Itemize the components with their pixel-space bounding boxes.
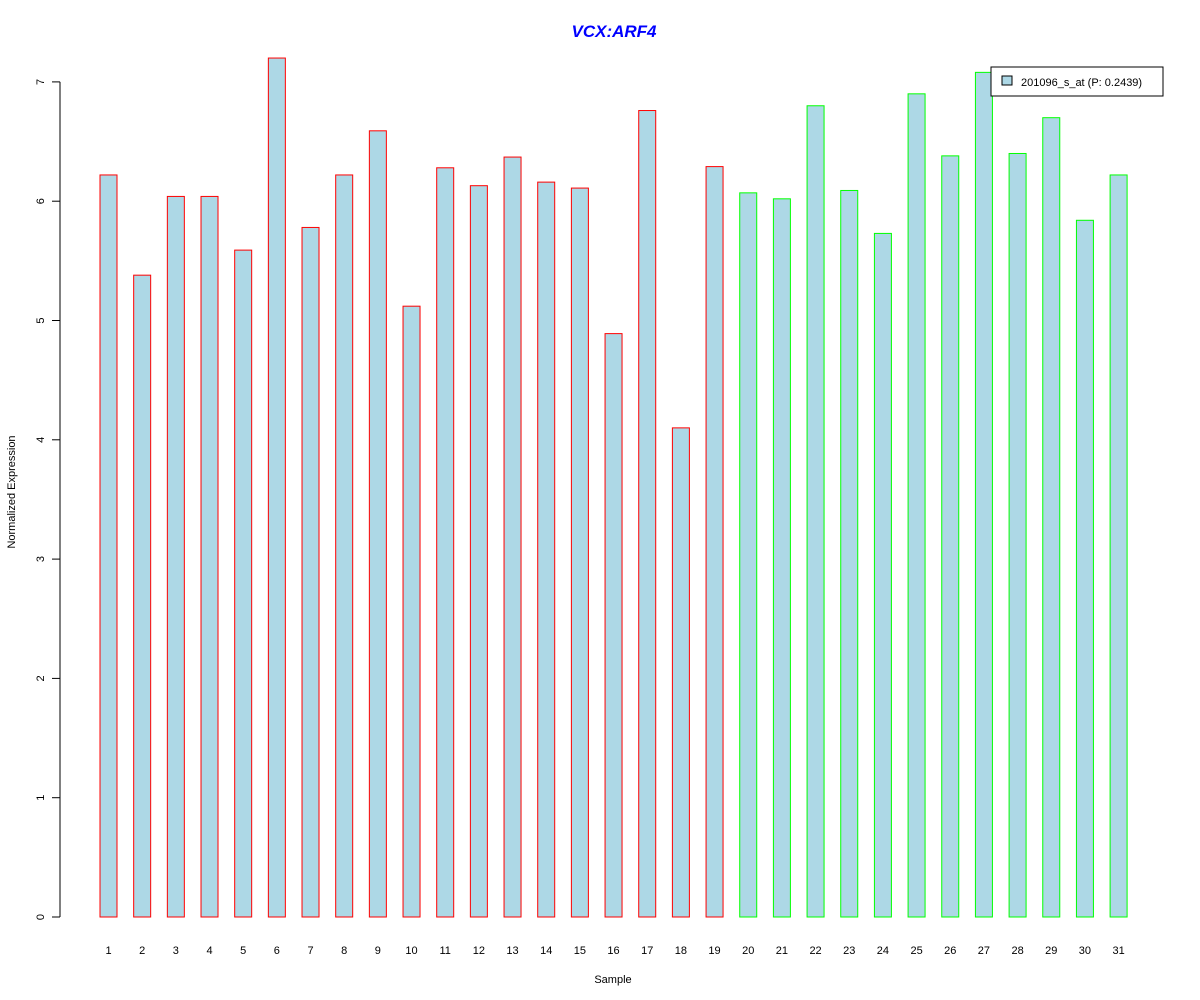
x-tick-label: 8 [341,945,347,957]
bar [267,57,286,918]
bar [234,249,253,918]
x-tick-label: 4 [206,945,212,957]
x-tick-label: 29 [1045,945,1057,957]
bar [739,192,758,918]
x-tick-label: 10 [405,945,417,957]
bar [133,274,152,918]
y-tick-label: 2 [35,675,47,681]
y-tick-label: 7 [35,79,47,85]
bar [469,185,488,918]
x-tick-label: 26 [944,945,956,957]
bar [200,195,219,918]
bar [772,198,791,918]
bar [1008,152,1027,918]
x-tick-label: 22 [809,945,821,957]
bar [368,130,387,918]
bar [873,232,892,918]
x-tick-label: 14 [540,945,552,957]
bar [1042,117,1061,918]
bar [570,187,589,918]
x-tick-label: 27 [978,945,990,957]
x-tick-label: 19 [708,945,720,957]
bar [671,427,690,918]
bar [537,181,556,918]
bar [604,333,623,918]
x-tick-label: 23 [843,945,855,957]
x-tick-label: 5 [240,945,246,957]
y-tick-label: 1 [35,795,47,801]
legend-swatch [1001,75,1013,86]
y-tick-label: 5 [35,317,47,323]
bar [301,226,320,918]
chart-title: VCX:ARF4 [571,22,657,41]
bar [806,105,825,918]
y-tick-label: 0 [35,914,47,920]
x-tick-label: 3 [173,945,179,957]
x-tick-label: 2 [139,945,145,957]
bar [941,155,960,918]
x-tick-label: 31 [1112,945,1124,957]
bar [638,110,657,918]
x-tick-label: 17 [641,945,653,957]
x-tick-label: 20 [742,945,754,957]
x-tick-label: 24 [877,945,889,957]
bar [99,174,118,918]
x-tick-label: 12 [473,945,485,957]
y-tick-label: 3 [35,556,47,562]
bar [335,174,354,918]
bar [166,195,185,918]
x-tick-label: 7 [307,945,313,957]
bar [402,305,421,918]
y-tick-label: 4 [35,437,47,443]
legend-box [990,66,1164,97]
x-tick-label: 25 [910,945,922,957]
bar [974,71,993,918]
bar [436,167,455,918]
x-axis-label: Sample [594,974,631,986]
x-tick-label: 30 [1079,945,1091,957]
x-tick-label: 15 [574,945,586,957]
x-tick-label: 11 [439,945,450,957]
x-tick-label: 18 [675,945,687,957]
y-axis-label: Normalized Expression [6,435,18,548]
y-tick-label: 6 [35,198,47,204]
bar [1109,174,1128,918]
bar [840,189,859,918]
x-tick-label: 1 [105,945,111,957]
x-tick-label: 9 [375,945,381,957]
x-tick-label: 16 [607,945,619,957]
legend-label: 201096_s_at (P: 0.2439) [1021,77,1142,89]
x-tick-label: 13 [506,945,518,957]
bar [503,156,522,918]
x-tick-label: 28 [1011,945,1023,957]
bar [1075,219,1094,918]
bar [907,93,926,918]
x-tick-label: 21 [776,945,788,957]
bar [705,166,724,918]
x-tick-label: 6 [274,945,280,957]
